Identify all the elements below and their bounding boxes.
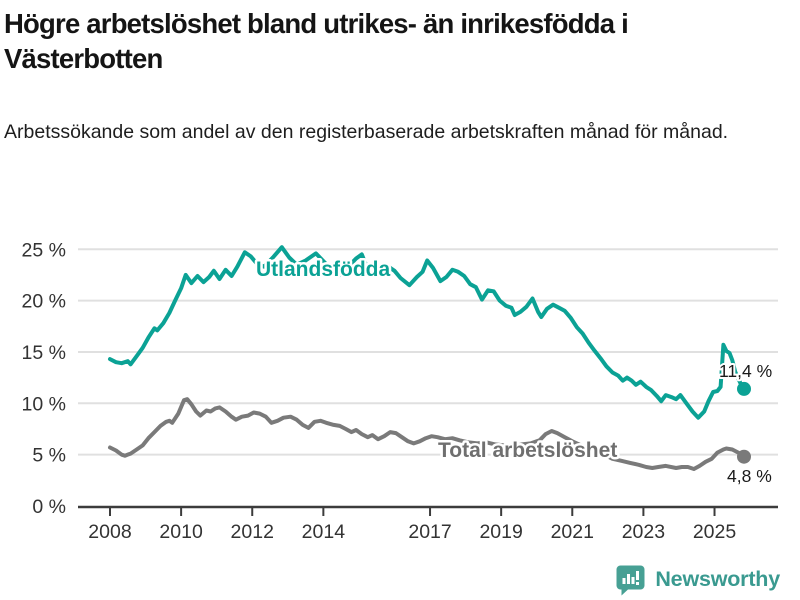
x-tick-label: 2019	[479, 521, 522, 543]
y-tick-label: 25 %	[22, 239, 66, 261]
page-subtitle: Arbetssökande som andel av den registerb…	[4, 121, 729, 143]
newsworthy-logo-icon	[616, 565, 645, 595]
foreign-born-line	[108, 245, 746, 420]
total-end-value-label: 4,8 %	[727, 466, 772, 486]
x-tick-label: 2014	[302, 521, 346, 543]
unemployment-line-chart: 0 %5 %10 %15 %20 %25 % 2008 2010 2012 2014 2…	[22, 239, 778, 543]
newsworthy-brand-link[interactable]: Newsworthy	[615, 562, 780, 596]
series-label-total: Total arbetslöshet	[438, 439, 617, 462]
x-tick-label: 2025	[693, 521, 737, 543]
x-tick-label: 2010	[159, 521, 203, 543]
y-axis-tick-labels: 0 % 5 % 10 % 15 % 20 % 25 %	[22, 239, 66, 518]
y-tick-label: 5 %	[32, 445, 66, 467]
x-tick-label: 2023	[622, 521, 665, 543]
brand-name: Newsworthy	[655, 566, 780, 591]
total-unemployment-line	[108, 397, 746, 471]
foreign-born-end-dot	[737, 381, 751, 396]
y-tick-label: 0 %	[32, 496, 66, 518]
x-tick-label: 2017	[408, 521, 451, 543]
page-title: Högre arbetslöshet bland utrikes- än inr…	[4, 8, 629, 74]
y-tick-label: 10 %	[22, 393, 66, 415]
x-axis-ticks: 2008 2010 2012 2014 2017 2019 2021 2023 2025	[88, 508, 736, 543]
foreign-born-end-value-label: 11,4 %	[719, 361, 772, 381]
series-label-foreign-born: Utlandsfödda	[256, 258, 390, 281]
x-tick-label: 2021	[551, 521, 594, 543]
y-tick-label: 20 %	[22, 291, 66, 313]
total-end-dot	[737, 449, 751, 464]
x-tick-label: 2008	[88, 521, 131, 543]
gridlines	[78, 248, 778, 456]
x-tick-label: 2012	[231, 521, 274, 543]
y-tick-label: 15 %	[22, 342, 66, 364]
